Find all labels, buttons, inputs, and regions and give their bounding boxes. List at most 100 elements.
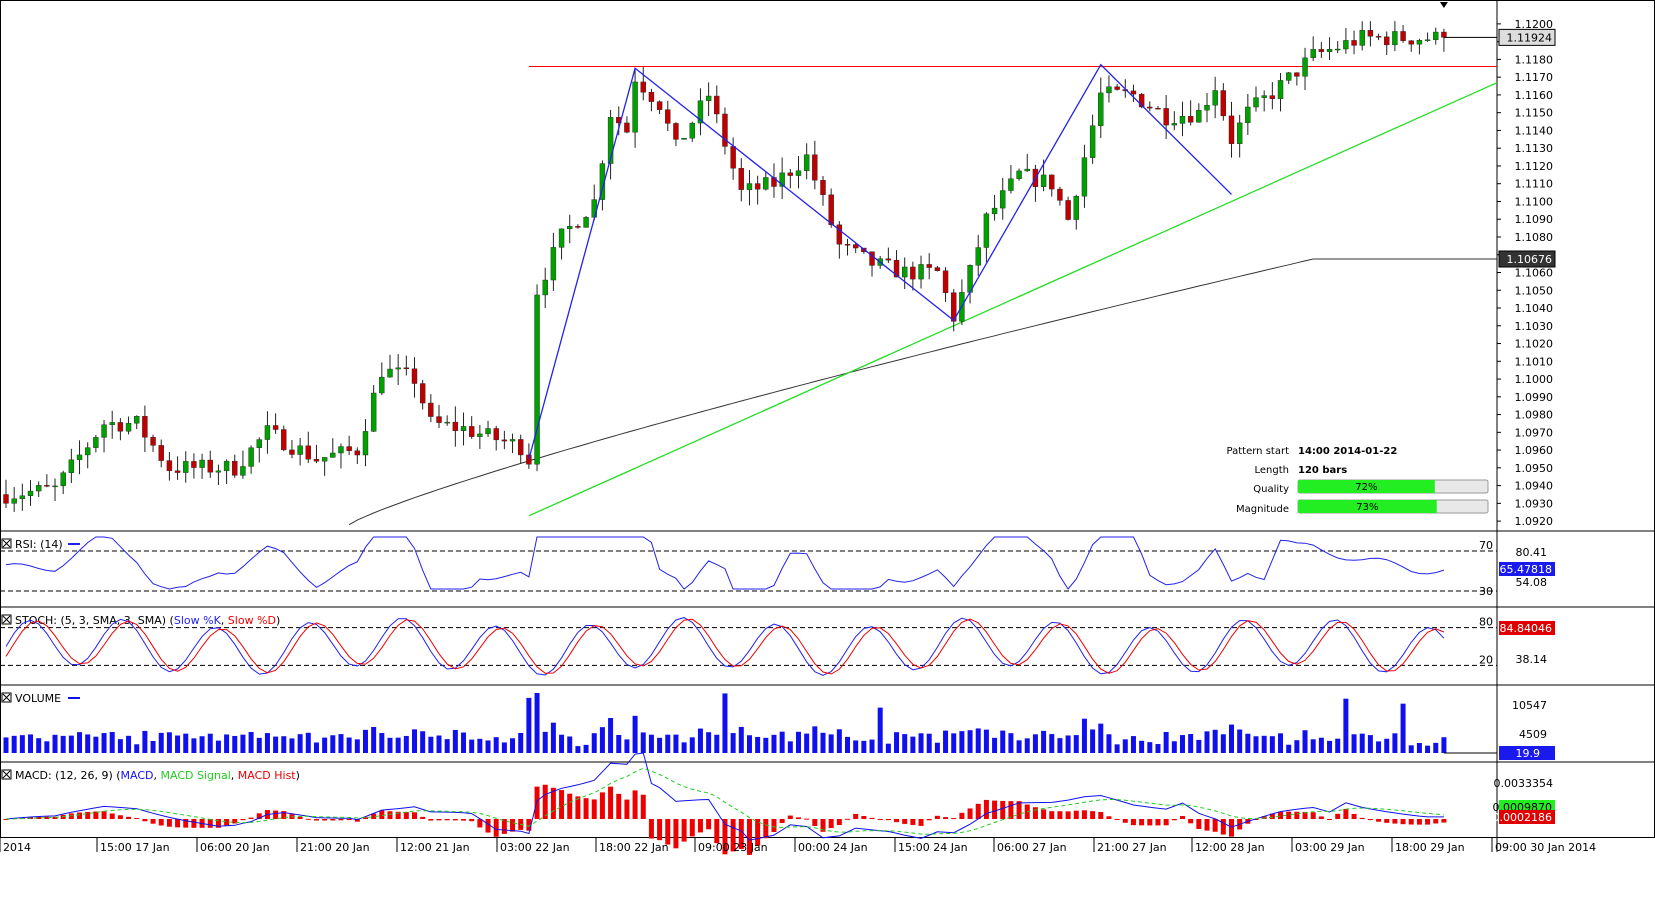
macd-hist-bar xyxy=(240,819,246,821)
macd-hist-bar xyxy=(158,819,164,826)
macd-hist-bar xyxy=(624,799,630,819)
volume-bar xyxy=(461,732,467,753)
volume-bar xyxy=(1212,729,1218,753)
macd-title-part: , xyxy=(154,769,161,782)
price-tick-label: 1.1030 xyxy=(1515,320,1554,333)
macd-hist-bar xyxy=(992,800,998,819)
volume-toggle-x xyxy=(2,693,11,702)
rsi-line xyxy=(5,536,1445,590)
stoch-last-tag xyxy=(1499,621,1555,635)
macd-hist-bar xyxy=(795,817,801,819)
macd-title-part: MACD Signal xyxy=(161,769,231,782)
volume-bar xyxy=(861,740,867,753)
candle-body xyxy=(640,81,646,93)
volume-bar xyxy=(657,737,663,753)
candle-body xyxy=(264,425,271,440)
macd-hist-bar xyxy=(1416,819,1422,825)
candle-body xyxy=(926,264,932,268)
candle-body xyxy=(379,376,385,394)
candle-body xyxy=(844,244,851,246)
magnitude-label: Magnitude xyxy=(1236,504,1289,515)
pattern-start-value: 14:00 2014-01-22 xyxy=(1298,446,1397,457)
macd-hist-bar xyxy=(52,816,58,819)
macd-hist-bar xyxy=(983,799,989,819)
macd-hist-bar xyxy=(1310,812,1316,819)
volume-bar xyxy=(779,731,785,753)
volume-bar xyxy=(175,735,181,753)
rsi-panel: RSI: (14) 70 30 xyxy=(0,536,1497,598)
candle-body xyxy=(1147,106,1153,109)
volume-bar xyxy=(1408,745,1414,753)
volume-bar xyxy=(60,735,66,753)
candle-body xyxy=(575,226,581,228)
candle-body xyxy=(68,459,75,473)
volume-bar xyxy=(452,729,458,753)
candle-body xyxy=(1343,40,1349,50)
candle-body xyxy=(101,424,107,438)
candle-body xyxy=(1285,72,1292,81)
macd-hist-bar xyxy=(207,819,213,828)
candle-body xyxy=(150,437,156,446)
candle-body xyxy=(207,459,213,473)
candle-body xyxy=(84,447,91,456)
volume-bar xyxy=(68,735,74,753)
candle-body xyxy=(1433,31,1439,40)
volume-bar xyxy=(1220,734,1226,753)
stoch-title-part: , xyxy=(221,614,228,627)
macd-hist-bar xyxy=(461,819,467,821)
volume-bar xyxy=(845,736,851,753)
volume-bar xyxy=(224,734,230,753)
rsi-level-label: 30 xyxy=(1479,585,1493,598)
volume-bar xyxy=(420,731,426,753)
candle-body xyxy=(1408,40,1414,45)
time-tick-label: 09:00 30 Jan 2014 xyxy=(1495,841,1596,854)
candle-body xyxy=(460,426,467,431)
candle-body xyxy=(468,426,475,437)
macd-title: MACD: (12, 26, 9) (MACD, MACD Signal, MA… xyxy=(15,769,300,782)
macd-hist-bar xyxy=(493,819,499,837)
macd-hist-bar xyxy=(1032,807,1038,819)
macd-hist-bar xyxy=(1425,819,1431,825)
candle-body xyxy=(428,402,434,417)
volume-bar xyxy=(117,739,123,753)
macd-hist-bar xyxy=(714,819,720,844)
candle-body xyxy=(1187,115,1194,123)
macd-hist-bar xyxy=(1278,811,1284,819)
candle-body xyxy=(272,425,279,430)
candle-body xyxy=(256,439,262,448)
volume-bar xyxy=(85,734,91,753)
macd-hist-bar xyxy=(910,819,916,825)
volume-bar xyxy=(485,740,491,753)
candle-body xyxy=(305,445,311,460)
panel-frames xyxy=(0,0,1655,852)
macd-hist-bar xyxy=(1367,819,1373,821)
price-tick-label: 1.0950 xyxy=(1515,462,1554,475)
volume-bar xyxy=(256,737,262,753)
macd-hist-bar xyxy=(608,786,614,819)
macd-hist-bar xyxy=(117,815,123,819)
macd-hist-bar xyxy=(420,816,426,819)
macd-hist-bar xyxy=(313,819,319,821)
macd-hist-bar xyxy=(943,817,949,819)
macd-hist-bar xyxy=(583,798,589,819)
candle-body xyxy=(485,428,491,435)
volume-bar xyxy=(1130,736,1136,753)
candle-body xyxy=(321,457,328,462)
volume-bar xyxy=(624,739,630,753)
volume-bar xyxy=(362,729,368,753)
macd-hist-bar xyxy=(1229,819,1234,837)
volume-bar xyxy=(1367,735,1373,753)
volume-bar xyxy=(1147,742,1153,753)
macd-hist-bar xyxy=(534,786,540,819)
macd-hist-bar xyxy=(918,819,924,826)
volume-bar xyxy=(599,727,605,753)
macd-hist-bar xyxy=(951,818,957,820)
volume-bar xyxy=(1106,734,1112,753)
volume-bar xyxy=(1302,730,1308,753)
volume-bar xyxy=(240,734,246,753)
macd-hist-bar xyxy=(845,818,851,820)
volume-bar xyxy=(1433,742,1439,753)
volume-bar xyxy=(1065,735,1071,753)
volume-title: VOLUME xyxy=(15,692,61,705)
